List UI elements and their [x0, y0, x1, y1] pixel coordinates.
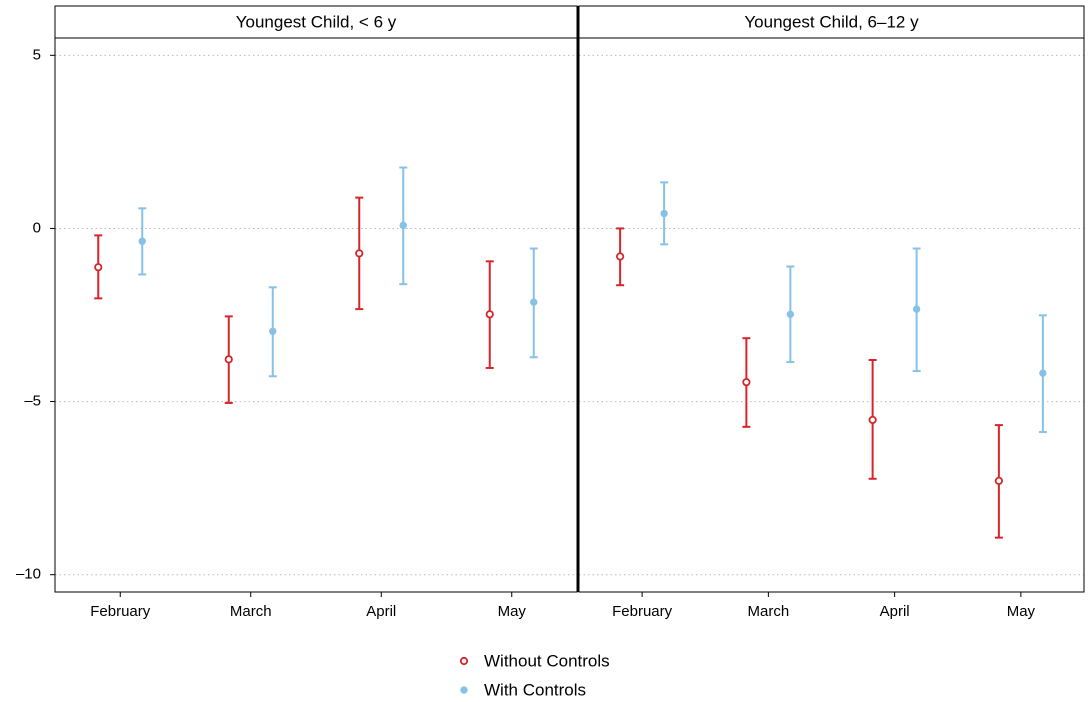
y-tick-label: 0 [33, 219, 41, 236]
point [485, 310, 494, 319]
point [399, 221, 407, 230]
y-tick-label: –10 [16, 566, 41, 583]
panel-header [54, 5, 578, 39]
x-tick-label: April [366, 603, 396, 620]
panel-header [578, 5, 1085, 39]
x-tick-label: February [90, 603, 151, 620]
x-tick-label: February [612, 603, 673, 620]
point [786, 310, 795, 319]
panel-title: Youngest Child, < 6 y [236, 12, 397, 31]
point [269, 327, 277, 335]
x-tick-label: March [230, 603, 272, 620]
point [530, 298, 538, 306]
panel-frame [578, 37, 1085, 593]
panel-title: Youngest Child, 6–12 y [744, 12, 919, 31]
point [912, 305, 921, 313]
x-tick-label: March [748, 603, 790, 620]
point [138, 237, 146, 245]
y-tick-label: –5 [24, 393, 41, 410]
x-tick-label: May [1007, 603, 1036, 620]
y-tick-label: 5 [33, 46, 41, 63]
point [742, 378, 751, 387]
legend-label: With Controls [484, 680, 586, 699]
legend-marker [460, 686, 468, 694]
legend-marker [459, 656, 469, 666]
point [660, 209, 668, 218]
point [94, 263, 103, 272]
point [994, 476, 1003, 485]
point [616, 252, 625, 261]
panel-frame [54, 37, 578, 593]
legend-label: Without Controls [484, 651, 610, 670]
point [355, 249, 364, 258]
point [1039, 369, 1047, 377]
x-tick-label: April [880, 603, 910, 620]
x-tick-label: May [498, 603, 527, 620]
point [868, 415, 877, 425]
point [224, 355, 233, 364]
